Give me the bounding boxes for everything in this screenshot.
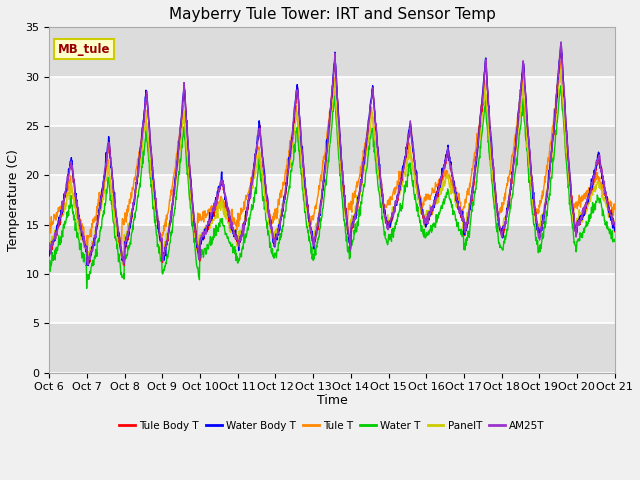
X-axis label: Time: Time (317, 394, 348, 407)
Bar (49, 77, 614, 126)
Y-axis label: Temperature (C): Temperature (C) (7, 149, 20, 251)
Bar (49, 274, 614, 323)
Bar (49, 27, 614, 77)
Legend: Tule Body T, Water Body T, Tule T, Water T, PanelT, AM25T: Tule Body T, Water Body T, Tule T, Water… (115, 416, 548, 435)
Bar (49, 323, 614, 372)
Bar (49, 126, 614, 175)
Bar (49, 175, 614, 225)
Title: Mayberry Tule Tower: IRT and Sensor Temp: Mayberry Tule Tower: IRT and Sensor Temp (168, 7, 495, 22)
Bar (49, 225, 614, 274)
Text: MB_tule: MB_tule (58, 43, 110, 56)
